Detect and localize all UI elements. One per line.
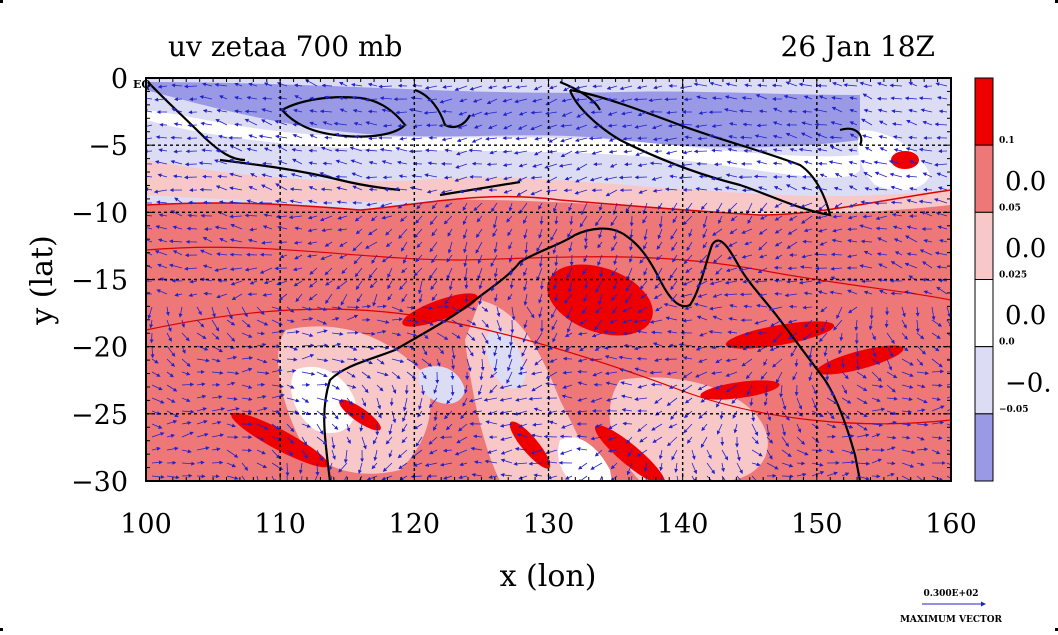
y-tick-label: −30	[71, 467, 128, 498]
colorbar-segment	[975, 414, 993, 481]
wind-vector	[591, 112, 602, 113]
wind-vector	[325, 137, 332, 138]
colorbar-level-label: 0.05	[999, 203, 1021, 213]
colorbar-level-label: −0.05	[999, 405, 1028, 415]
wind-vector	[151, 333, 152, 343]
wind-vector	[564, 190, 572, 191]
wind-vector	[263, 163, 272, 164]
wind-vector	[790, 306, 797, 307]
wind-vector	[383, 177, 392, 178]
reference-vector: 0.300E+02 MAXIMUM VECTOR	[900, 589, 1003, 625]
x-tick-label: 100	[120, 509, 172, 540]
chart-title-right: 26 Jan 18Z	[781, 30, 935, 63]
wind-vector	[700, 176, 707, 177]
x-tick-label: 140	[657, 509, 709, 540]
wind-vector	[741, 294, 752, 295]
wind-vector	[230, 254, 242, 255]
wind-vector	[872, 476, 880, 477]
x-tick-label: 130	[523, 509, 575, 540]
wind-vector	[635, 99, 647, 100]
corner-mark	[0, 0, 3, 3]
x-axis-label: x (lon)	[500, 559, 597, 594]
wind-vector	[204, 293, 212, 294]
field-core-red-10	[891, 151, 919, 169]
y-tick-label: −25	[71, 400, 128, 431]
x-tick-label: 120	[389, 509, 441, 540]
wind-vector	[625, 164, 632, 165]
colorbar-segment	[975, 145, 993, 212]
wind-vector	[385, 189, 392, 190]
colorbar-segment	[975, 347, 993, 414]
y-tick-label: 0	[111, 64, 128, 95]
wind-vector	[309, 150, 317, 151]
wind-vector	[623, 423, 632, 424]
colorbar-side-label: 0.0	[1005, 301, 1046, 331]
colorbar-side-label: −0.	[1005, 368, 1052, 398]
y-tick-label: −15	[71, 266, 128, 297]
colorbar-segment	[975, 212, 993, 279]
wind-vector	[212, 476, 219, 477]
wind-vector	[857, 346, 858, 357]
colorbar-level-label: 0.025	[999, 271, 1027, 281]
colorbar-side-label: 0.0	[1005, 234, 1046, 264]
colorbar-side-label: 0.0	[1005, 167, 1046, 197]
y-tick-label: −10	[71, 198, 128, 229]
colorbar-level-label: 0.0	[999, 338, 1015, 348]
colorbar-segment	[975, 78, 993, 145]
x-tick-label: 110	[254, 509, 306, 540]
wind-vector	[590, 138, 602, 139]
x-tick-label: 150	[791, 509, 843, 540]
wind-vector	[924, 189, 932, 190]
colorbar: 0.1 0.05 0.025 0.0 −0.05 0.0 0.0 0.0 −0.	[975, 78, 1052, 481]
equator-label: EQ	[133, 78, 151, 91]
reference-vector-value: 0.300E+02	[923, 589, 978, 599]
wind-vector	[887, 463, 895, 464]
y-tick-label: −5	[88, 131, 128, 162]
y-axis-label: y (lat)	[25, 235, 60, 325]
colorbar-level-label: 0.1	[999, 136, 1015, 146]
y-tick-label: −20	[71, 333, 128, 364]
reference-vector-label: MAXIMUM VECTOR	[900, 615, 1003, 625]
wind-vector	[275, 268, 287, 269]
chart-title-left: uv zetaa 700 mb	[168, 30, 402, 63]
x-tick-label: 160	[925, 509, 977, 540]
colorbar-segment	[975, 280, 993, 347]
